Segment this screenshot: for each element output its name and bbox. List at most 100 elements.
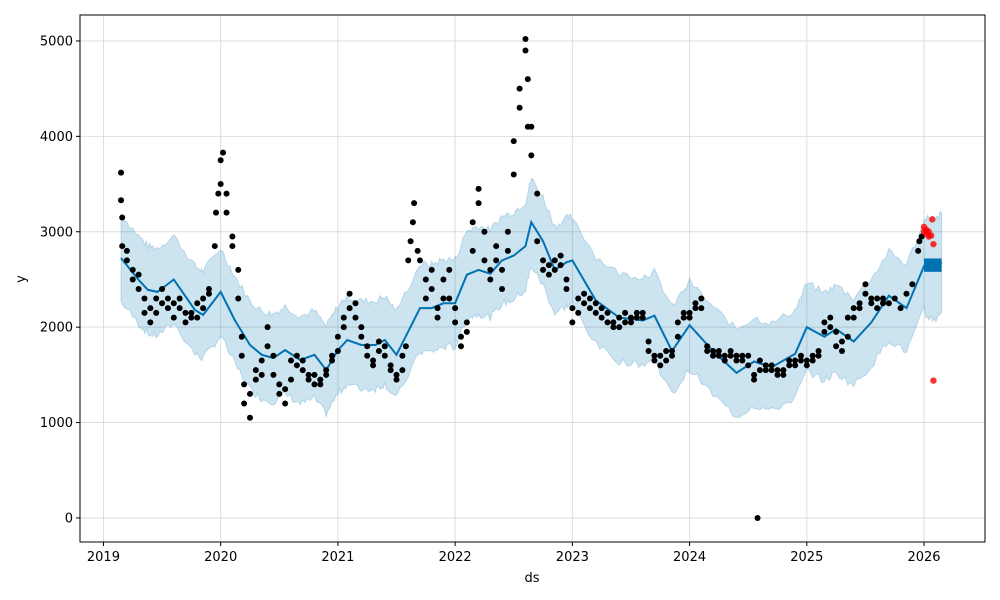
observed-point (217, 157, 224, 164)
observed-point (833, 343, 840, 350)
observed-point (586, 295, 593, 302)
observed-point (176, 295, 183, 302)
observed-point (276, 390, 283, 397)
observed-point (504, 247, 511, 254)
observed-point (370, 357, 377, 364)
observed-point (756, 367, 763, 374)
observed-point (704, 343, 711, 350)
x-tick-label: 2026 (907, 550, 940, 565)
forecast-line (120, 219, 943, 375)
observed-point (622, 309, 629, 316)
y-tick-label: 4000 (40, 130, 73, 145)
observed-point (786, 362, 793, 369)
observed-point (375, 348, 382, 355)
observed-point (686, 309, 693, 316)
observed-point (334, 348, 341, 355)
observed-point (674, 319, 681, 326)
observed-point (323, 371, 330, 378)
observed-point (381, 343, 388, 350)
observed-point (135, 285, 142, 292)
observed-point (475, 200, 482, 207)
observed-point (616, 314, 623, 321)
observed-point (797, 357, 804, 364)
observed-point (569, 319, 576, 326)
observed-point (868, 295, 875, 302)
observed-point (721, 352, 728, 359)
observed-point (557, 262, 564, 269)
observed-point (352, 300, 359, 307)
observed-point (469, 247, 476, 254)
observed-point (229, 233, 236, 240)
observed-point (604, 319, 611, 326)
y-tick-label: 0 (65, 511, 73, 526)
observed-point (850, 314, 857, 321)
observed-point (194, 300, 201, 307)
observed-point (414, 247, 421, 254)
observed-point (809, 352, 816, 359)
forecast-future-band (924, 258, 942, 272)
observed-point (874, 305, 881, 312)
observed-point (633, 309, 640, 316)
observed-point (918, 233, 925, 240)
observed-point (288, 376, 295, 383)
observed-point (293, 352, 300, 359)
observed-point (238, 333, 245, 340)
observed-point (405, 257, 412, 264)
observed-point (751, 371, 758, 378)
observed-point (252, 367, 259, 374)
observed-point (246, 390, 253, 397)
grid (80, 15, 985, 542)
observed-point (856, 305, 863, 312)
observed-point (299, 357, 306, 364)
observed-point (827, 324, 834, 331)
observed-point (838, 338, 845, 345)
observed-point (704, 348, 711, 355)
observed-point (381, 352, 388, 359)
observed-point (346, 305, 353, 312)
observed-point (669, 352, 676, 359)
observed-point (721, 357, 728, 364)
observed-point (774, 367, 781, 374)
observed-point (246, 414, 253, 421)
observed-point (581, 300, 588, 307)
observed-point (457, 343, 464, 350)
observed-point (815, 352, 822, 359)
observed-point (868, 300, 875, 307)
observed-point (188, 314, 195, 321)
observed-point (545, 271, 552, 278)
observed-point (575, 309, 582, 316)
observed-point (627, 314, 634, 321)
observed-point (680, 309, 687, 316)
observed-point (428, 266, 435, 273)
observed-point (235, 266, 242, 273)
observed-point (581, 290, 588, 297)
observed-point (522, 36, 529, 43)
observed-point (827, 314, 834, 321)
test-points (920, 216, 937, 384)
observed-point (762, 362, 769, 369)
observed-point (909, 281, 916, 288)
observed-point (481, 228, 488, 235)
observed-point (540, 266, 547, 273)
observed-point (915, 247, 922, 254)
test-point (930, 377, 937, 384)
observed-point (119, 243, 126, 250)
observed-point (188, 309, 195, 316)
observed-point (657, 352, 664, 359)
observed-point (651, 357, 658, 364)
y-tick-label: 1000 (40, 416, 73, 431)
observed-point (524, 76, 531, 83)
observed-point (159, 300, 166, 307)
yhat-line (120, 219, 943, 375)
observed-point (264, 343, 271, 350)
observed-point (715, 352, 722, 359)
observed-point (258, 357, 265, 364)
observed-point (153, 295, 160, 302)
observed-point (493, 257, 500, 264)
observed-point (692, 305, 699, 312)
observed-point (141, 295, 148, 302)
observed-point (123, 257, 130, 264)
x-tick-label: 2020 (204, 550, 237, 565)
observed-point (422, 276, 429, 283)
